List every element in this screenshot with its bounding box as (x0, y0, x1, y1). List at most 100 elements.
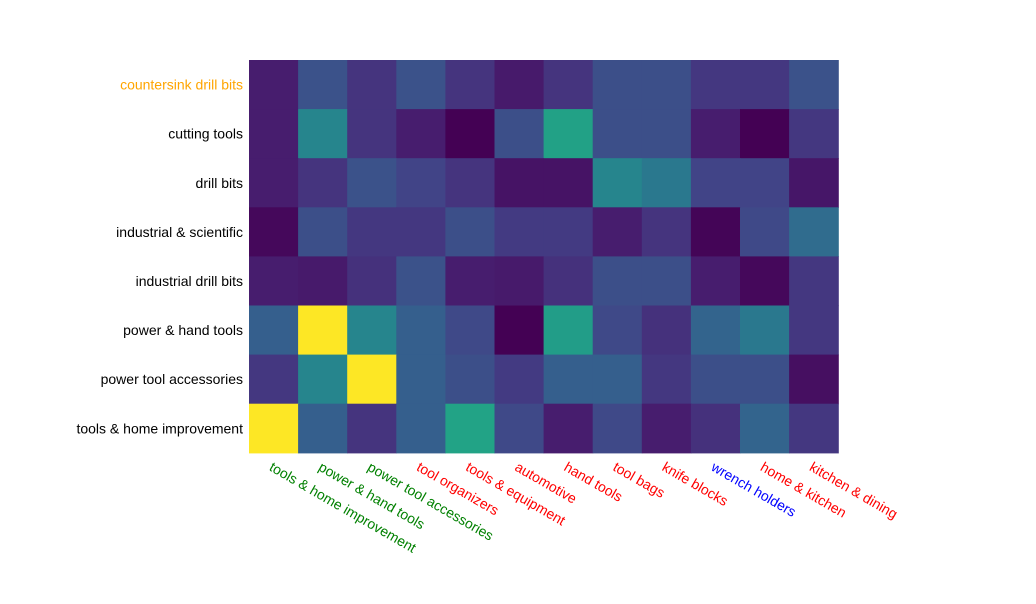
heatmap-cell (740, 207, 790, 257)
row-label: tools & home improvement (76, 420, 243, 436)
heatmap-cell (740, 109, 790, 159)
heatmap-cell (740, 354, 790, 405)
row-label: power & hand tools (123, 322, 243, 338)
heatmap-cell (494, 207, 545, 257)
heatmap-cell (298, 256, 348, 307)
heatmap-cell (789, 305, 839, 356)
heatmap-cell (298, 60, 348, 110)
heatmap-cell (543, 305, 594, 356)
heatmap-cell (789, 207, 839, 257)
heatmap-cell (298, 158, 348, 208)
heatmap-cell (543, 403, 594, 454)
heatmap-cell (445, 207, 496, 257)
heatmap-cell (396, 109, 446, 159)
heatmap-cell (298, 207, 348, 257)
heatmap-cell (347, 305, 397, 356)
heatmap-cell (740, 256, 790, 307)
heatmap-cell (249, 207, 299, 257)
row-label: power tool accessories (101, 371, 243, 387)
heatmap-cell (396, 403, 446, 454)
heatmap-cell (445, 109, 496, 159)
heatmap-cell (249, 256, 299, 307)
heatmap-cell (641, 207, 692, 257)
heatmap-cell (789, 403, 839, 454)
heatmap-cell (494, 403, 545, 454)
heatmap-cell (298, 109, 348, 159)
heatmap-cell (592, 207, 643, 257)
heatmap-cell (445, 403, 496, 454)
heatmap-cell (543, 60, 594, 110)
heatmap-cell (396, 158, 446, 208)
heatmap-cell (249, 403, 299, 454)
row-label: cutting tools (168, 126, 243, 142)
heatmap-cell (690, 207, 741, 257)
heatmap-cell (740, 403, 790, 454)
heatmap-cell (347, 403, 397, 454)
heatmap-cell (641, 403, 692, 454)
heatmap-cell (740, 60, 790, 110)
heatmap-cell (789, 354, 839, 405)
heatmap-cell (789, 60, 839, 110)
heatmap-cell (543, 256, 594, 307)
heatmap-cell (396, 256, 446, 307)
heatmap-cell (690, 256, 741, 307)
heatmap-cell (641, 354, 692, 405)
heatmap-cell (543, 158, 594, 208)
heatmap-cell (347, 60, 397, 110)
heatmap-cell (789, 256, 839, 307)
heatmap-cell (592, 109, 643, 159)
heatmap-cell (249, 354, 299, 405)
heatmap-cell (298, 354, 348, 405)
heatmap-cell (543, 354, 594, 405)
heatmap-cell (690, 158, 741, 208)
heatmap-cell (298, 305, 348, 356)
heatmap-cell (592, 158, 643, 208)
heatmap-cell (445, 256, 496, 307)
heatmap-cell (445, 60, 496, 110)
heatmap-cell (740, 305, 790, 356)
heatmap-cell (347, 109, 397, 159)
row-label: industrial drill bits (136, 273, 243, 289)
heatmap-cell (740, 158, 790, 208)
heatmap-cell (494, 354, 545, 405)
heatmap-cell (690, 354, 741, 405)
heatmap-cell (592, 256, 643, 307)
heatmap-cell (543, 109, 594, 159)
heatmap-cell (347, 158, 397, 208)
heatmap-cell (690, 109, 741, 159)
heatmap-cell (396, 60, 446, 110)
heatmap-cell (592, 354, 643, 405)
heatmap-cell (396, 305, 446, 356)
heatmap-cell (641, 158, 692, 208)
heatmap-cell (641, 305, 692, 356)
heatmap-cell (347, 354, 397, 405)
row-label: industrial & scientific (116, 224, 243, 240)
heatmap-cell (690, 403, 741, 454)
heatmap-cell (494, 60, 545, 110)
heatmap-cell (347, 256, 397, 307)
heatmap-cell (445, 354, 496, 405)
heatmap-cell (445, 305, 496, 356)
heatmap-cells (249, 60, 839, 454)
heatmap-cell (298, 403, 348, 454)
heatmap-cell (543, 207, 594, 257)
heatmap-cell (641, 256, 692, 307)
heatmap-cell (789, 109, 839, 159)
heatmap-cell (396, 207, 446, 257)
heatmap-cell (494, 305, 545, 356)
heatmap-cell (592, 403, 643, 454)
heatmap-cell (690, 60, 741, 110)
heatmap-cell (592, 305, 643, 356)
heatmap-cell (494, 109, 545, 159)
heatmap-cell (592, 60, 643, 110)
heatmap-cell (494, 256, 545, 307)
heatmap-cell (494, 158, 545, 208)
row-label: drill bits (196, 175, 243, 191)
heatmap-cell (249, 158, 299, 208)
heatmap-cell (445, 158, 496, 208)
heatmap-cell (249, 109, 299, 159)
heatmap-cell (249, 60, 299, 110)
heatmap-cell (641, 109, 692, 159)
